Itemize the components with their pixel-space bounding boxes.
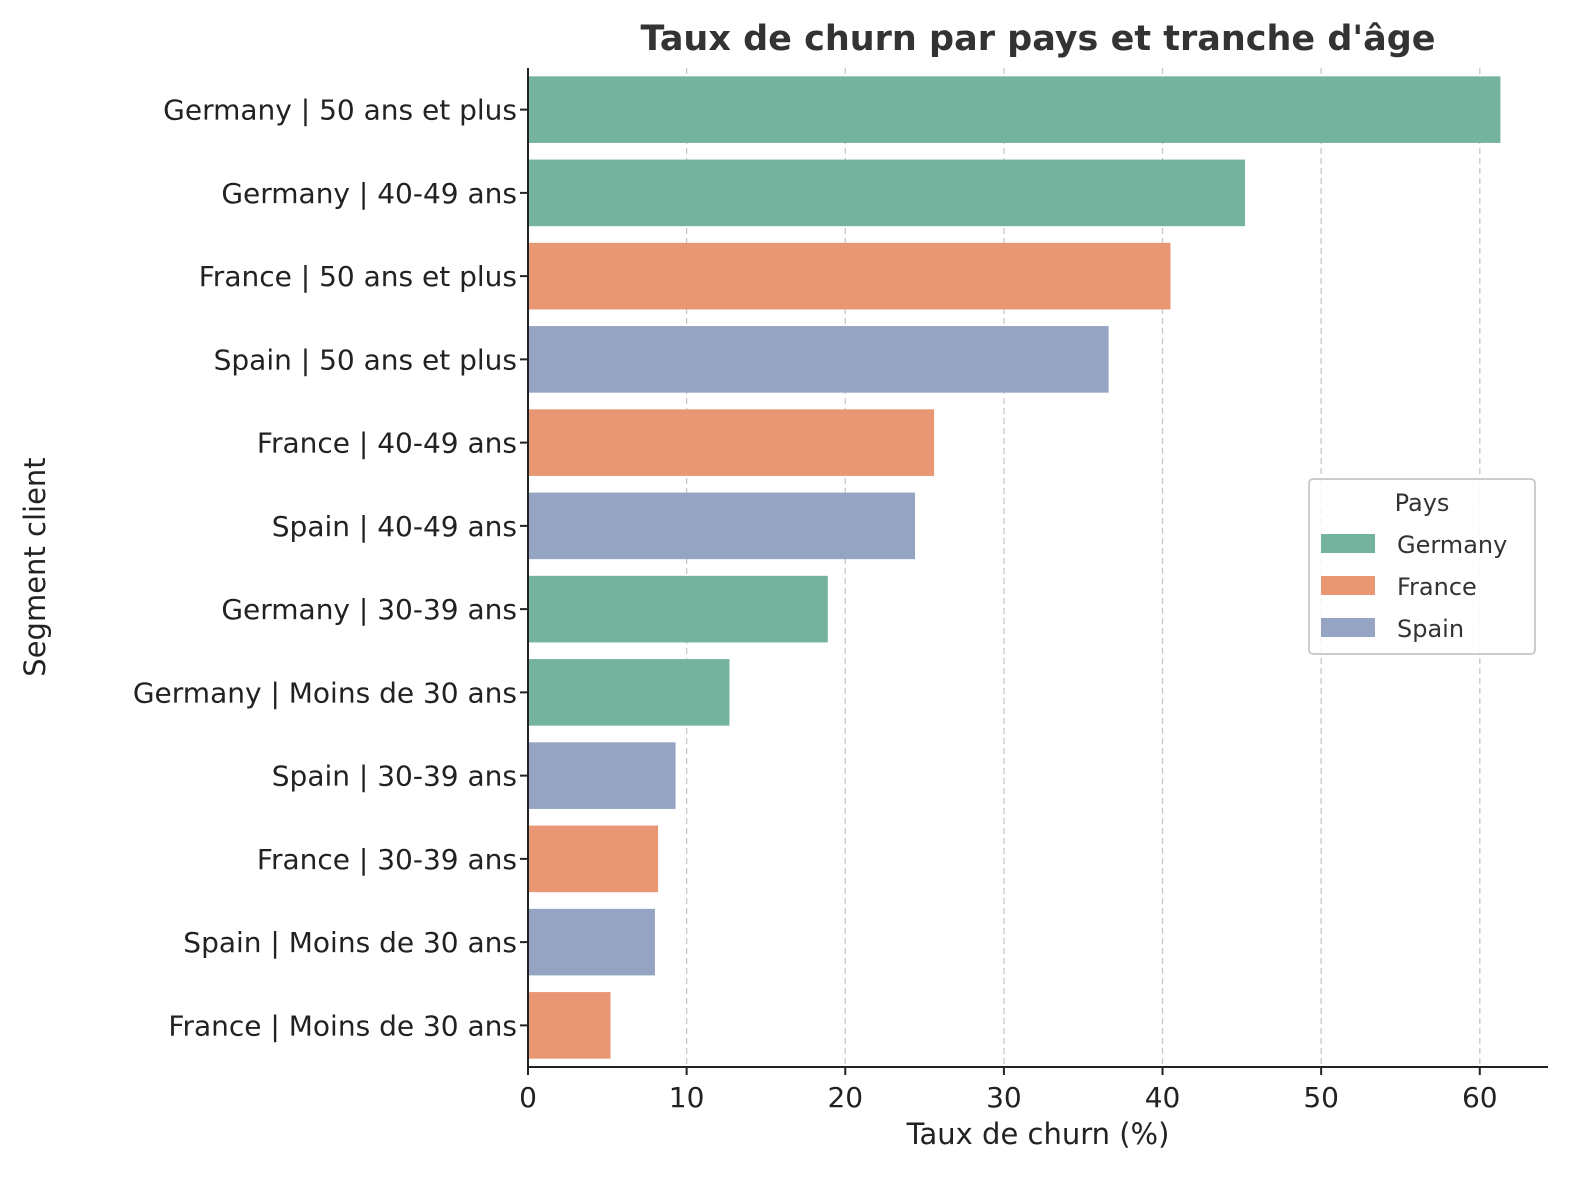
x-tick-label: 60 xyxy=(1462,1081,1498,1114)
legend: Pays Germany France Spain xyxy=(1308,478,1536,655)
axes xyxy=(527,68,1548,1068)
x-tick-label: 40 xyxy=(1145,1081,1181,1114)
x-tick-label: 30 xyxy=(986,1081,1022,1114)
y-tick-label: France | 40-49 ans xyxy=(257,427,517,460)
legend-entry-label: France xyxy=(1397,573,1477,601)
bar xyxy=(528,659,730,726)
y-tick-label: France | Moins de 30 ans xyxy=(168,1009,517,1042)
bar xyxy=(528,908,655,976)
bar xyxy=(528,409,935,476)
legend-title: Pays xyxy=(1395,489,1450,517)
bars xyxy=(528,76,1501,1059)
bar xyxy=(528,742,676,809)
y-tick-labels: Germany | 50 ans et plus Germany | 40-49 … xyxy=(133,94,528,1042)
bar xyxy=(528,159,1246,227)
y-tick-label: Spain | 30-39 ans xyxy=(272,760,517,793)
y-tick-label: Germany | 30-39 ans xyxy=(221,593,517,626)
legend-swatch xyxy=(1321,534,1375,553)
bar xyxy=(528,825,659,893)
y-tick-label: Germany | 50 ans et plus xyxy=(163,94,517,127)
y-tick-label: Spain | 50 ans et plus xyxy=(214,343,517,376)
chart-title: Taux de churn par pays et tranche d'âge xyxy=(640,19,1435,59)
bar xyxy=(528,326,1109,393)
bar xyxy=(528,992,611,1059)
y-tick-label: Spain | Moins de 30 ans xyxy=(183,926,517,959)
legend-frame xyxy=(1308,478,1536,655)
grid-lines xyxy=(685,68,1481,1067)
y-axis-label: Segment client xyxy=(18,457,52,676)
legend-swatch xyxy=(1321,576,1375,595)
bar xyxy=(528,575,828,643)
x-tick-label: 20 xyxy=(827,1081,863,1114)
bar xyxy=(528,76,1501,143)
y-tick-label: Spain | 40-49 ans xyxy=(272,510,517,543)
x-ticks: 0 10 20 30 40 50 60 xyxy=(519,1067,1498,1114)
x-tick-label: 0 xyxy=(519,1081,537,1114)
x-axis-label: Taux de churn (%) xyxy=(906,1117,1170,1151)
y-tick-label: Germany | 40-49 ans xyxy=(221,177,517,210)
legend-swatch xyxy=(1321,618,1375,637)
y-tick-label: Germany | Moins de 30 ans xyxy=(133,676,517,709)
x-tick-label: 10 xyxy=(669,1081,705,1114)
bar xyxy=(528,492,916,560)
legend-entry-label: Spain xyxy=(1397,615,1464,643)
y-tick-label: France | 50 ans et plus xyxy=(199,260,517,293)
bar xyxy=(528,242,1171,310)
y-tick-label: France | 30-39 ans xyxy=(257,843,517,876)
x-tick-label: 50 xyxy=(1303,1081,1339,1114)
legend-entries: Germany France Spain xyxy=(1321,531,1507,643)
legend-entry-label: Germany xyxy=(1397,531,1507,559)
